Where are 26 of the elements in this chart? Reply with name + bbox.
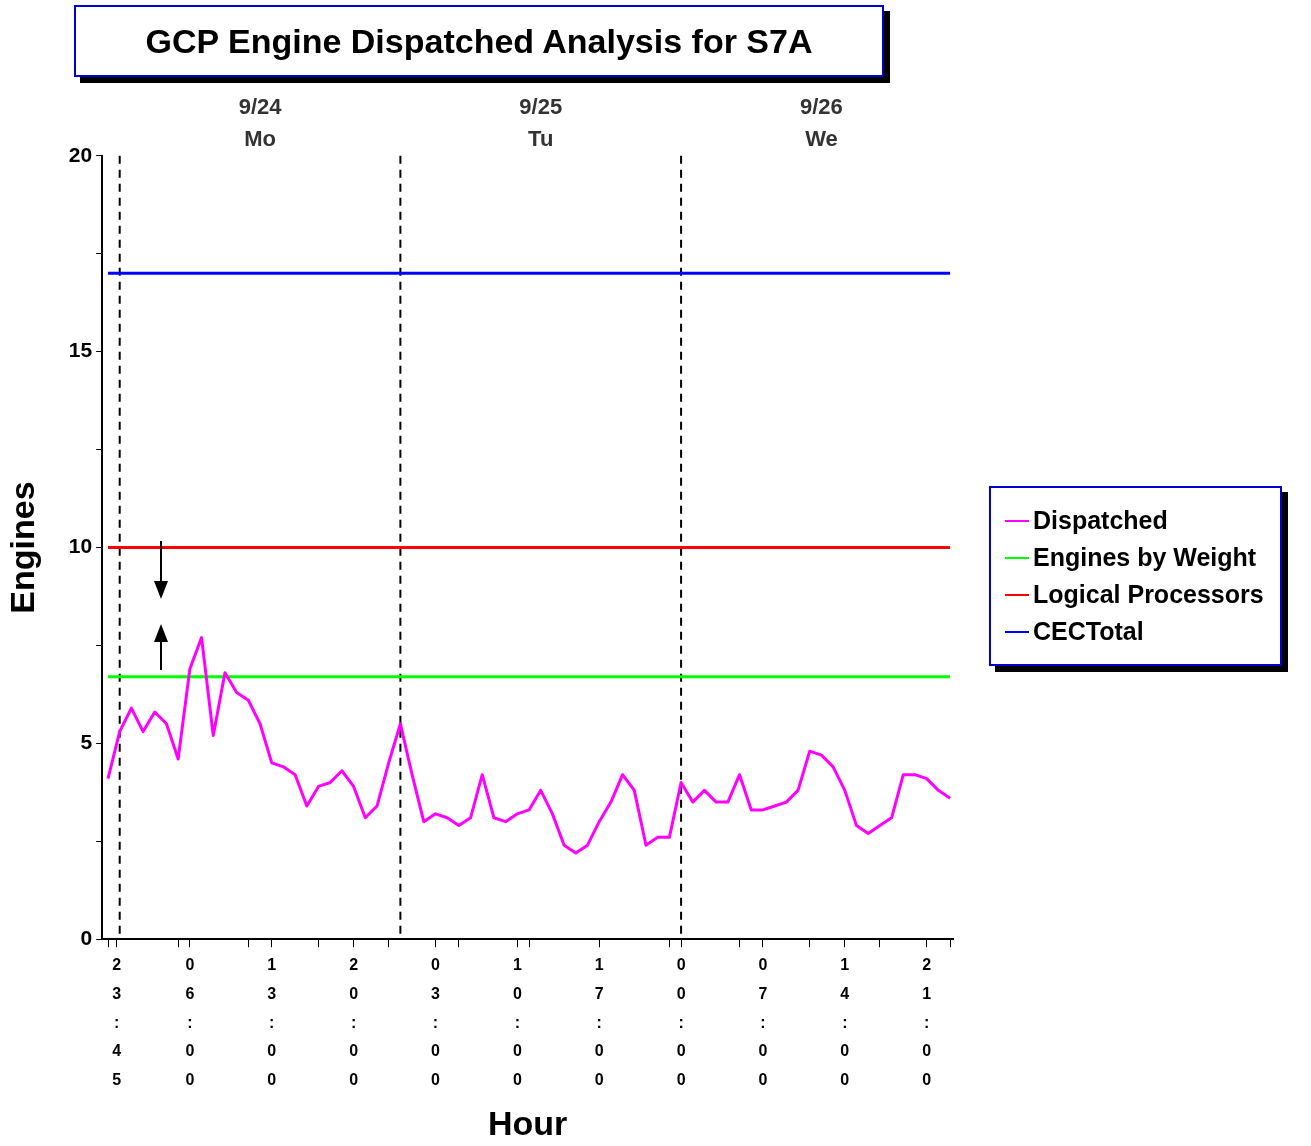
x2-tick-label: 9/26 We [800,94,843,151]
x-tick-label: 14:00 [840,956,850,1089]
x-tick-label: 20:00 [349,956,359,1089]
y-tick-label: 15 [68,338,93,362]
x-tick-label: 21:00 [922,956,932,1089]
x-tick-label: 03:00 [431,956,441,1089]
x-tick-label: 23:45 [112,956,122,1089]
y-axis-title: Engines [2,481,41,614]
legend-label: CECTotal [1033,617,1144,646]
y-tick-label: 10 [68,534,93,558]
x-tick-label: 13:00 [267,956,277,1089]
x2-tick-label: 9/24 Mo [238,94,283,151]
y-tick-label: 0 [80,926,93,949]
chart-title: GCP Engine Dispatched Analysis for S7A [74,5,884,77]
legend-label: Engines by Weight [1033,543,1257,572]
x-tick-label: 07:00 [758,956,768,1089]
x-axis-title: Hour [487,1103,568,1142]
x-tick-label: 10:00 [512,956,522,1089]
x-tick-label: 17:00 [594,956,604,1089]
legend-label: Logical Processors [1033,580,1264,609]
x-tick-label: 00:00 [676,956,686,1089]
y-tick-label: 5 [80,730,93,754]
legend-label: Dispatched [1033,506,1168,535]
x2-tick-label: 9/25 Tu [519,94,563,151]
y-tick-label: 20 [68,142,93,166]
x-tick-label: 06:00 [185,956,195,1089]
